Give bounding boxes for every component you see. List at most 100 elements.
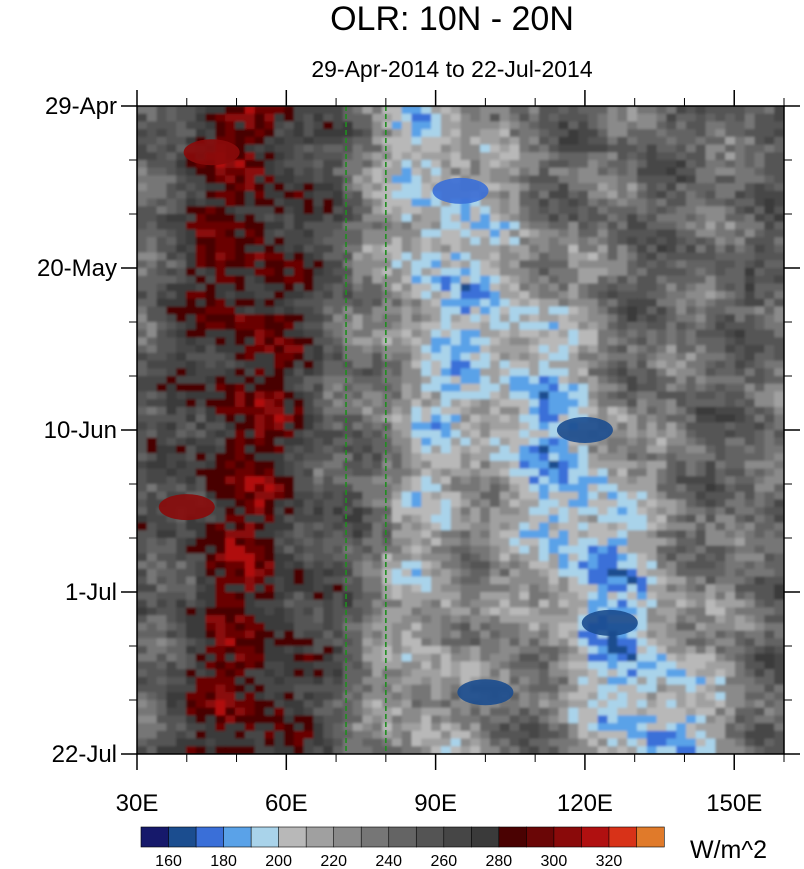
olr-cell xyxy=(176,260,187,269)
olr-cell xyxy=(372,106,383,115)
olr-cell xyxy=(176,160,187,169)
olr-cell xyxy=(342,607,354,616)
olr-cell xyxy=(264,453,275,462)
olr-cell xyxy=(166,437,177,447)
olr-cell xyxy=(352,252,364,261)
olr-cell xyxy=(715,352,726,362)
olr-cell xyxy=(499,437,511,447)
olr-cell xyxy=(705,453,716,462)
olr-cell xyxy=(646,183,658,192)
olr-cell xyxy=(352,383,364,393)
olr-cell xyxy=(362,237,373,246)
olr-cell xyxy=(666,646,677,655)
olr-cell xyxy=(529,244,540,254)
olr-cell xyxy=(754,291,765,300)
olr-cell xyxy=(176,229,187,238)
olr-cell xyxy=(744,414,756,423)
olr-cell xyxy=(480,622,491,632)
olr-cell xyxy=(205,576,217,585)
olr-cell xyxy=(333,584,344,593)
olr-cell xyxy=(225,360,236,369)
olr-cell xyxy=(607,406,618,416)
olr-cell xyxy=(156,568,168,578)
olr-cell xyxy=(195,360,207,369)
olr-cell xyxy=(303,538,315,547)
olr-cell xyxy=(156,545,168,555)
olr-cell xyxy=(715,406,726,416)
olr-cell xyxy=(568,445,579,454)
olr-cell xyxy=(352,460,364,470)
olr-cell xyxy=(421,437,432,447)
olr-cell xyxy=(244,460,256,470)
olr-cell xyxy=(695,630,707,639)
olr-cell xyxy=(156,669,168,678)
olr-cell xyxy=(274,244,285,254)
olr-cell xyxy=(137,129,148,138)
olr-cell xyxy=(195,322,207,331)
olr-cell xyxy=(597,406,609,416)
olr-cell xyxy=(215,106,226,115)
olr-cell xyxy=(205,453,217,462)
olr-cell xyxy=(499,360,511,369)
olr-cell xyxy=(499,306,511,315)
olr-cell xyxy=(440,160,452,169)
olr-cell xyxy=(636,422,648,431)
olr-cell xyxy=(333,484,344,493)
olr-cell xyxy=(254,445,266,454)
olr-cell xyxy=(186,391,197,400)
olr-cell xyxy=(676,661,687,670)
olr-cell xyxy=(744,360,756,369)
olr-cell xyxy=(186,460,197,470)
olr-cell xyxy=(558,414,569,423)
olr-cell xyxy=(734,399,746,408)
olr-cell xyxy=(235,646,246,655)
olr-cell xyxy=(578,669,589,678)
olr-cell xyxy=(244,576,256,585)
olr-cell xyxy=(529,576,540,585)
olr-cell xyxy=(480,283,491,292)
olr-cell xyxy=(303,160,315,169)
olr-cell xyxy=(509,468,520,477)
olr-cell xyxy=(264,460,275,470)
olr-cell xyxy=(450,414,462,423)
olr-cell xyxy=(587,260,599,269)
olr-cell xyxy=(460,499,471,508)
olr-cell xyxy=(342,183,354,192)
olr-cell xyxy=(352,291,364,300)
olr-cell xyxy=(715,306,726,315)
olr-cell xyxy=(440,376,452,385)
olr-cell xyxy=(274,522,285,531)
olr-cell xyxy=(764,244,775,254)
olr-cell xyxy=(754,599,765,609)
olr-cell xyxy=(156,252,168,261)
olr-cell xyxy=(764,669,775,678)
olr-cell xyxy=(734,198,746,207)
olr-cell xyxy=(617,190,628,200)
olr-cell xyxy=(646,430,658,439)
olr-cell xyxy=(538,638,550,647)
olr-cell xyxy=(764,360,775,369)
olr-cell xyxy=(254,391,266,400)
olr-cell xyxy=(529,368,540,377)
olr-cell xyxy=(470,152,481,161)
olr-cell xyxy=(499,352,511,362)
olr-cell xyxy=(235,468,246,477)
olr-cell xyxy=(519,368,530,377)
olr-cell xyxy=(676,476,687,485)
olr-cell xyxy=(284,507,295,516)
olr-cell xyxy=(568,545,579,555)
olr-cell xyxy=(342,383,354,393)
olr-cell xyxy=(382,437,393,447)
olr-cell xyxy=(362,144,373,153)
olr-cell xyxy=(656,399,667,408)
olr-cell xyxy=(274,599,285,609)
olr-cell xyxy=(205,275,217,285)
olr-cell xyxy=(401,136,413,146)
olr-cell xyxy=(568,622,579,632)
olr-cell xyxy=(156,530,168,539)
olr-cell xyxy=(646,607,658,616)
olr-cell xyxy=(617,676,628,686)
olr-cell xyxy=(293,646,305,655)
olr-cell xyxy=(636,229,648,238)
olr-cell xyxy=(215,198,226,207)
